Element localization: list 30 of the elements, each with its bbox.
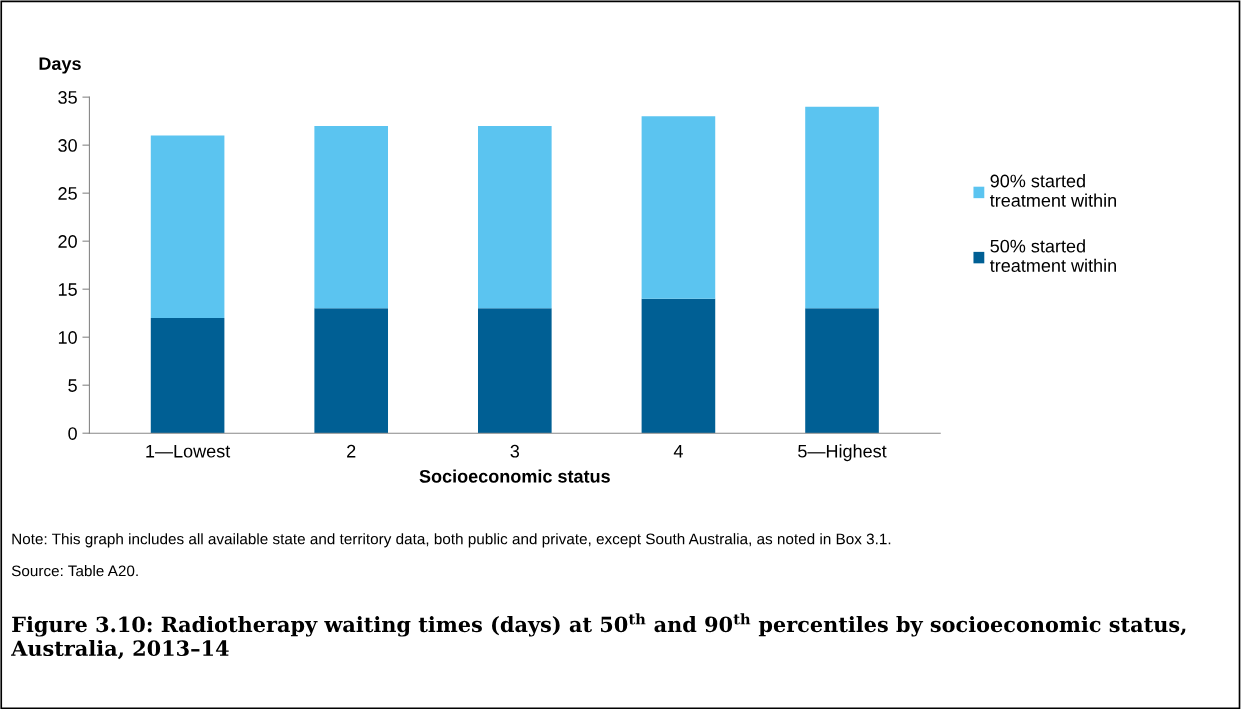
y-tick-label: 30 xyxy=(58,139,77,152)
chart-title: Figure 3.10: Radiotherapy waiting times (days) at 50$^{th}$ and 90$^{th}$ percentiles by socioeconomic status, Australia, 2013–14 xyxy=(11,613,1186,660)
x-tick-label: 3 xyxy=(510,444,520,458)
bar xyxy=(478,125,552,309)
source-note: Source: Table A20. xyxy=(11,565,138,577)
y-tick-label: 25 xyxy=(58,187,77,200)
bar xyxy=(314,308,389,434)
bar xyxy=(150,317,225,434)
x-tick-label: 1—Lowest xyxy=(146,444,231,458)
x-tick-label: 5—Highest xyxy=(798,444,887,462)
x-axis-title: Socioeconomic status xyxy=(419,469,610,483)
x-tick-label: 2 xyxy=(347,444,356,458)
y-tick-label: 35 xyxy=(58,91,77,104)
y-tick-label: 10 xyxy=(58,331,77,344)
bar xyxy=(314,125,389,309)
legend-label: 50% started treatment within xyxy=(989,239,1116,272)
bar xyxy=(150,135,225,318)
y-axis-title: Days xyxy=(39,57,81,74)
bar xyxy=(805,308,879,434)
y-tick-label: 5 xyxy=(68,379,77,392)
bar xyxy=(478,308,552,434)
y-tick-label: 0 xyxy=(68,427,77,440)
text: Note: This graph includes all available state and territory data, both public and private, except South Australia, as noted in Box 3.1. xyxy=(12,533,891,548)
y-tick-label: 15 xyxy=(58,283,77,296)
x-tick-label: 4 xyxy=(673,444,683,458)
legend-label: 90% started treatment within xyxy=(989,174,1116,207)
y-tick-label: 20 xyxy=(58,235,77,248)
bar xyxy=(805,106,879,309)
bar xyxy=(641,116,716,299)
bar xyxy=(641,298,716,434)
